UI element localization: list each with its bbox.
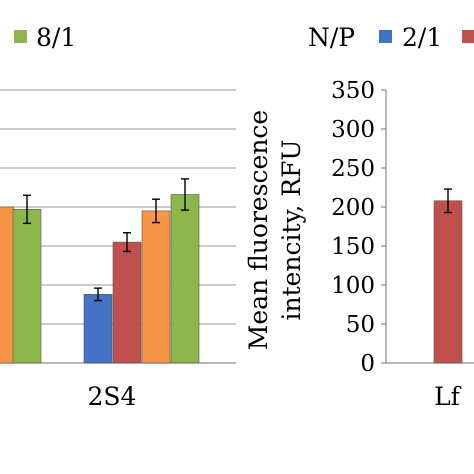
legend-swatch-red [462,30,474,43]
legend-title: N/P [308,23,355,52]
y-tick-label: 300 [331,117,375,143]
right-bar [433,200,463,364]
y-tick-label: 200 [331,195,375,221]
y-axis-title-line2: intencity, RFU [277,139,306,320]
legend-label-8-1: 8/1 [36,23,76,52]
y-tick-label: 0 [360,351,375,377]
legend-swatch-8-1 [14,30,27,43]
right-category-label: Lf [434,382,462,411]
legend-swatch-2-1 [379,30,392,43]
left-bar [112,241,142,364]
left-chart-panel: 2S4 [0,89,236,411]
right-bars [433,188,463,364]
left-bar [0,206,15,364]
y-axis-title-line1: Mean fluorescence [244,110,273,350]
left-bar [170,194,200,364]
y-tick-label: 350 [331,78,375,104]
left-bar [141,210,171,364]
left-bar [12,209,42,364]
legend-left: 8/1 [14,23,76,52]
right-chart-panel: Mean fluorescence intencity, RFU 0 50 100 1… [244,78,474,411]
legend-right: N/P 2/1 [308,23,474,52]
y-tick-label: 150 [331,234,375,260]
legend-label-2-1: 2/1 [402,23,442,52]
y-tick-label: 50 [346,312,375,338]
right-y-ticks: 0 50 100 150 200 250 300 350 [331,78,386,377]
right-y-axis-title: Mean fluorescence intencity, RFU [244,110,306,350]
left-bars [0,178,200,364]
y-tick-label: 100 [331,273,375,299]
y-tick-label: 250 [331,156,375,182]
left-category-label: 2S4 [88,382,137,411]
left-bar [83,294,113,364]
